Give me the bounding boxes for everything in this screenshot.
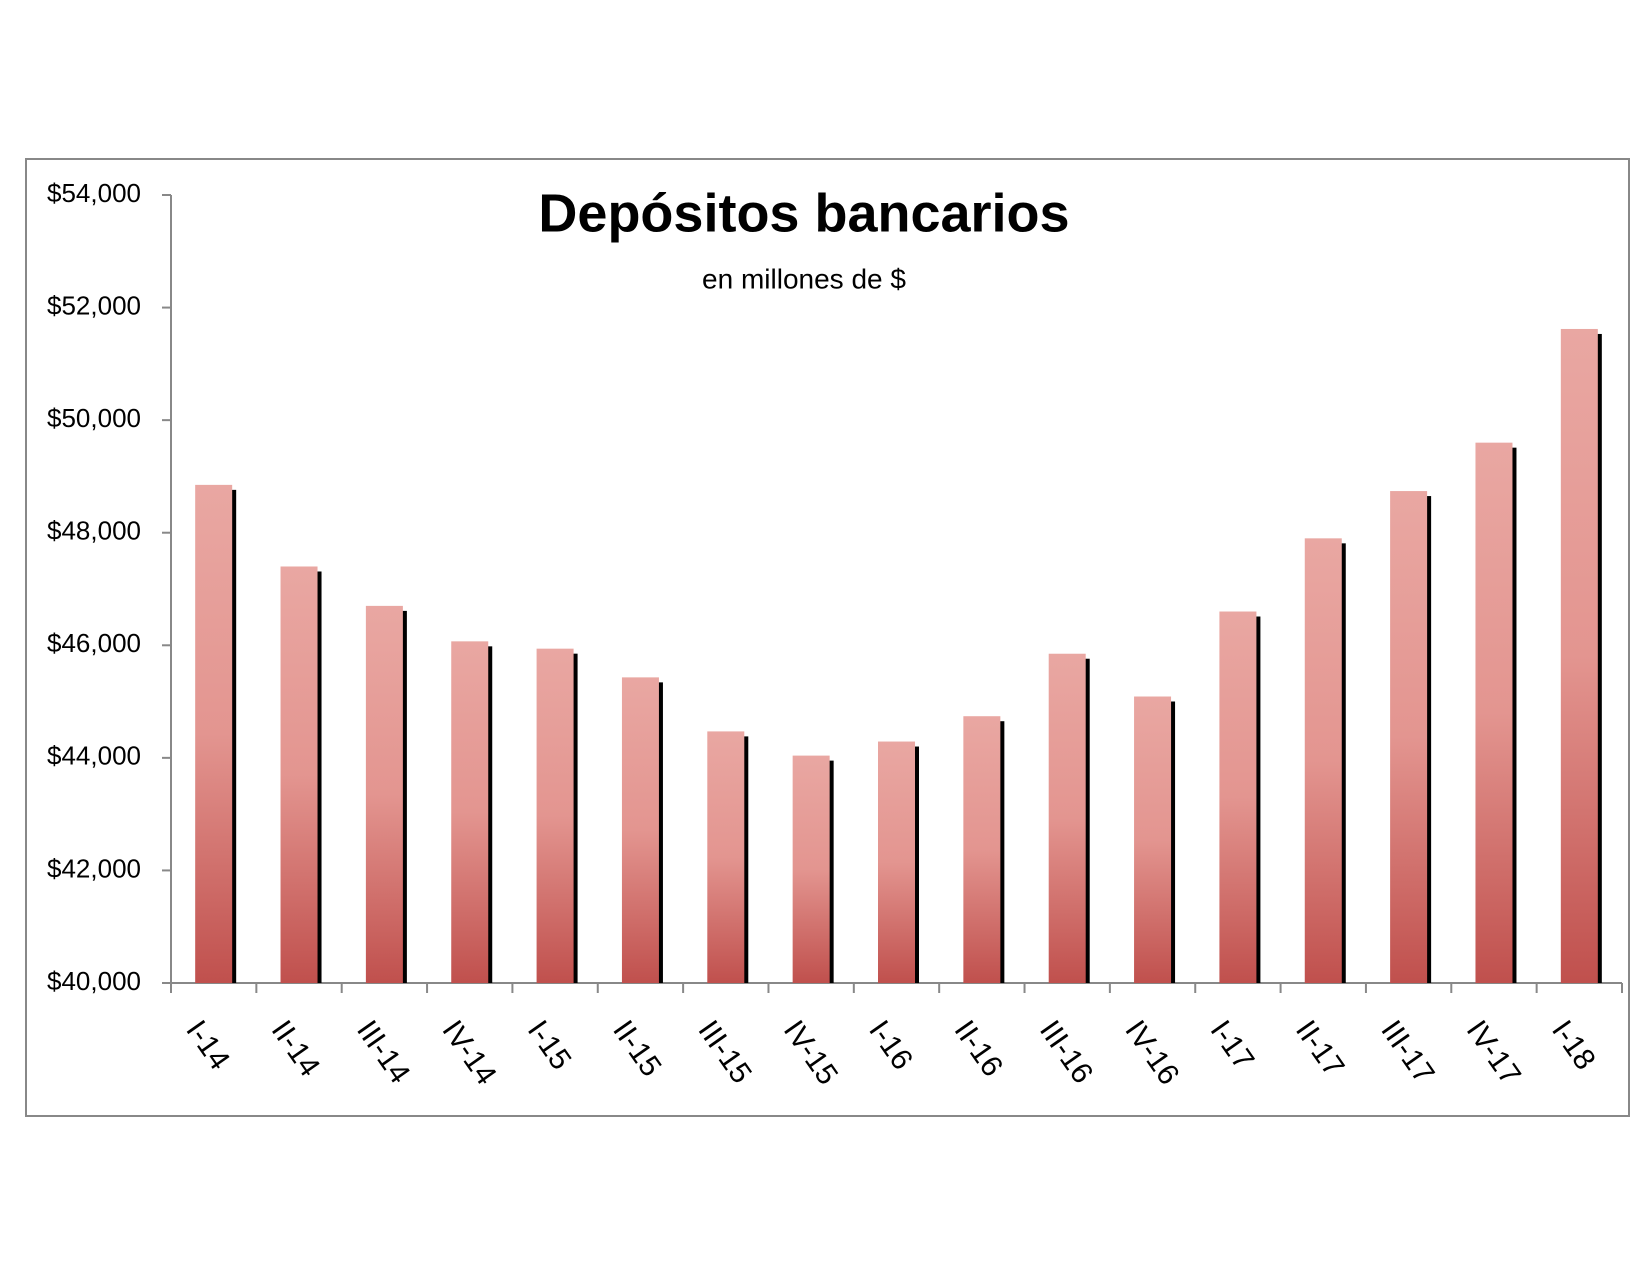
bar [1219,611,1257,983]
y-tick-label: $40,000 [47,966,141,996]
y-tick-label: $54,000 [47,178,141,208]
bar [365,605,403,983]
y-tick-label: $52,000 [47,290,141,320]
bar [707,731,745,983]
y-tick-label: $46,000 [47,628,141,658]
bar [621,677,659,983]
y-tick-label: $50,000 [47,403,141,433]
bar [1390,491,1428,983]
chart-title: Depósitos bancarios [538,183,1069,243]
bar [963,716,1001,983]
bar [536,648,574,983]
chart-subtitle: en millones de $ [702,263,906,294]
bar [1048,653,1086,983]
bar [1304,538,1342,983]
bar [280,566,318,983]
bar [878,741,915,983]
bar [792,755,830,983]
y-tick-label: $44,000 [47,741,141,771]
bar [1560,328,1598,984]
bar [1134,696,1172,983]
y-tick-label: $42,000 [47,853,141,883]
bar [195,484,233,983]
bar [451,641,489,983]
bar [1475,442,1513,984]
y-tick-label: $48,000 [47,516,141,546]
